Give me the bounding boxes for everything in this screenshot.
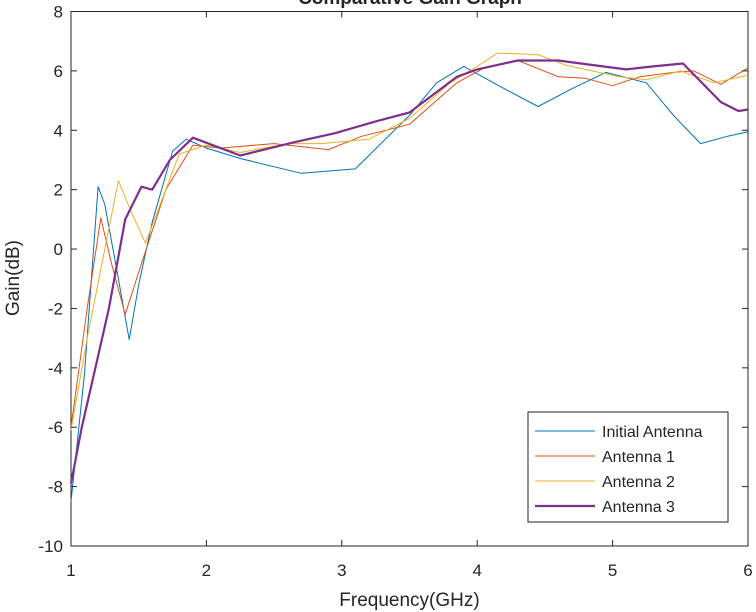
series-line-antenna-3 — [69, 59, 749, 484]
legend-label: Antenna 2 — [602, 474, 675, 491]
x-tick-label: 6 — [743, 561, 752, 580]
series-line-initial-antenna — [70, 65, 749, 502]
x-tick-label: 3 — [337, 561, 346, 580]
y-tick-label: 4 — [54, 121, 63, 140]
x-axis-ticks: 1 2 3 4 5 6 — [66, 11, 753, 580]
x-tick-label: 4 — [472, 561, 481, 580]
x-tick-label: 2 — [202, 561, 211, 580]
legend-label: Initial Antenna — [602, 424, 703, 441]
y-tick-label: 0 — [54, 240, 63, 259]
plot-area: 1 2 3 4 5 6 -10 -8 -6 -4 -2 0 2 4 6 8 — [38, 3, 752, 581]
legend-entries: Initial Antenna Antenna 1 Antenna 2 Antenna… — [535, 424, 703, 516]
y-tick-label: -10 — [38, 537, 63, 556]
y-tick-label: 6 — [54, 62, 63, 81]
chart-legend: Initial Antenna Antenna 1 Antenna 2 Antenna… — [527, 411, 729, 523]
chart-title: Comparative Gain Graph — [298, 0, 522, 9]
y-tick-label: 8 — [54, 3, 63, 22]
legend-label: Antenna 3 — [602, 499, 675, 516]
x-axis-label: Frequency(GHz) — [339, 590, 479, 611]
y-tick-label: -4 — [48, 359, 63, 378]
y-axis-label: Gain(dB) — [3, 240, 24, 316]
series-layer — [69, 52, 749, 502]
y-tick-label: 2 — [54, 181, 63, 200]
y-axis-ticks: -10 -8 -6 -4 -2 0 2 4 6 8 — [38, 3, 748, 556]
y-tick-label: -6 — [48, 418, 63, 437]
legend-box — [527, 411, 729, 523]
x-tick-label: 1 — [66, 561, 75, 580]
legend-label: Antenna 1 — [602, 449, 675, 466]
x-tick-label: 5 — [608, 561, 617, 580]
y-tick-label: -8 — [48, 478, 63, 497]
y-tick-label: -2 — [48, 299, 63, 318]
